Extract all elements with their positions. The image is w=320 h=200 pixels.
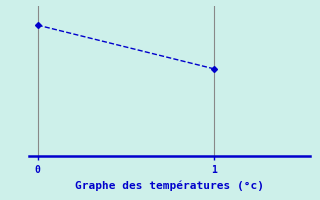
- X-axis label: Graphe des températures (°c): Graphe des températures (°c): [75, 181, 264, 191]
